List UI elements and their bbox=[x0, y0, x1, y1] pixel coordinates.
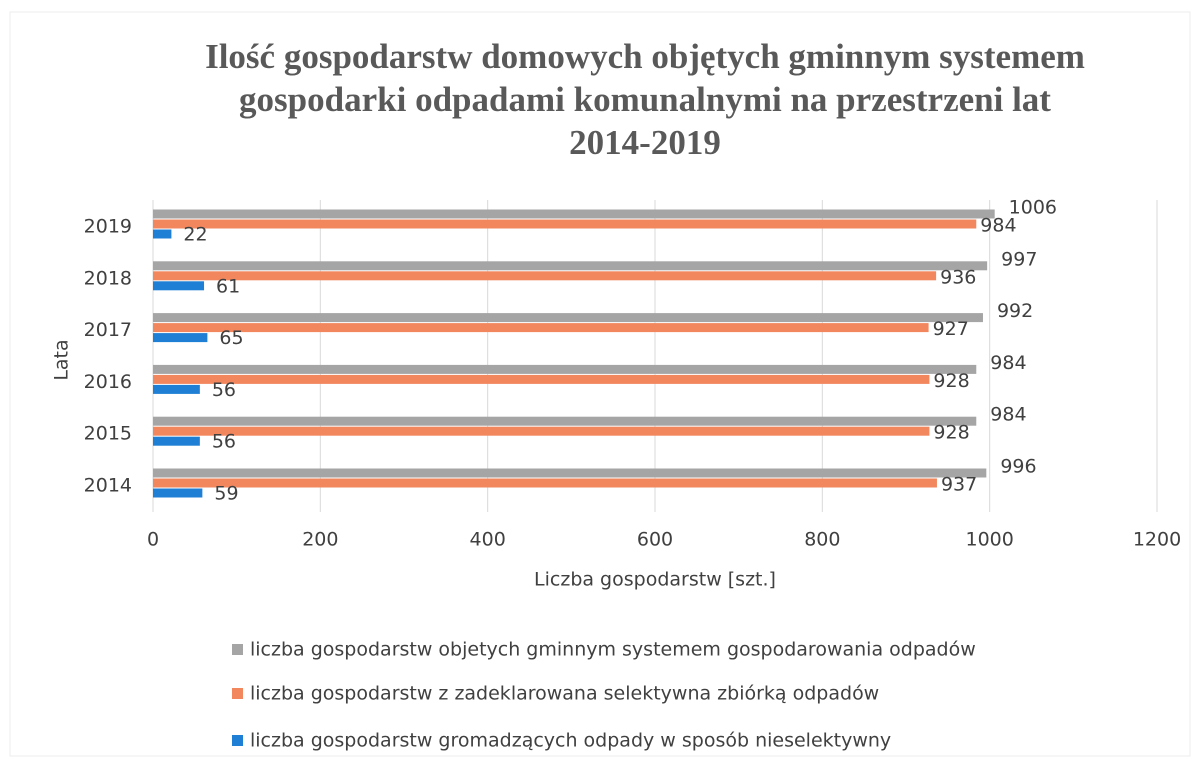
data-label: 937 bbox=[941, 474, 977, 496]
data-label: 928 bbox=[933, 422, 969, 444]
bar bbox=[153, 364, 977, 374]
y-tick-label: 2017 bbox=[84, 319, 132, 341]
data-label: 984 bbox=[990, 404, 1026, 426]
legend-label: liczba gospodarstw z zadeklarowana selek… bbox=[250, 683, 879, 705]
data-label: 984 bbox=[990, 352, 1026, 374]
x-tick-label: 600 bbox=[637, 529, 673, 551]
bar bbox=[153, 384, 200, 394]
bar bbox=[153, 313, 983, 323]
data-label: 1006 bbox=[1009, 197, 1057, 219]
bar bbox=[153, 488, 203, 498]
x-tick-label: 0 bbox=[147, 529, 159, 551]
bar bbox=[153, 209, 995, 219]
bar bbox=[153, 426, 930, 436]
x-axis-label: Liczba gospodarstw [szt.] bbox=[534, 569, 776, 591]
y-tick-label: 2019 bbox=[84, 216, 132, 238]
y-axis-label: Lata bbox=[51, 339, 73, 380]
x-tick-label: 800 bbox=[804, 529, 840, 551]
bar bbox=[153, 436, 200, 446]
bar bbox=[153, 374, 930, 384]
data-label: 997 bbox=[1001, 248, 1037, 270]
data-label: 992 bbox=[997, 300, 1033, 322]
bar bbox=[153, 261, 988, 271]
legend-label: liczba gospodarstw gromadzących odpady w… bbox=[250, 730, 891, 752]
bar bbox=[153, 229, 172, 239]
legend-swatch bbox=[232, 644, 243, 655]
bar bbox=[153, 468, 987, 478]
chart-title: Ilość gospodarstw domowych objętych gmin… bbox=[205, 37, 1085, 76]
data-label: 927 bbox=[933, 318, 969, 340]
y-tick-label: 2014 bbox=[84, 475, 132, 497]
data-label: 996 bbox=[1000, 456, 1036, 478]
x-tick-label: 1000 bbox=[965, 529, 1013, 551]
legend-label: liczba gospodarstw objetych gminnym syst… bbox=[250, 639, 976, 661]
bar bbox=[153, 333, 208, 343]
y-tick-label: 2018 bbox=[84, 267, 132, 289]
y-tick-label: 2015 bbox=[84, 423, 132, 445]
bar bbox=[153, 478, 937, 488]
chart-title: 2014-2019 bbox=[569, 123, 721, 162]
data-label: 984 bbox=[980, 215, 1016, 237]
x-tick-label: 1200 bbox=[1133, 529, 1181, 551]
data-label: 56 bbox=[212, 379, 236, 401]
legend-swatch bbox=[232, 688, 243, 699]
bar bbox=[153, 416, 977, 426]
bar bbox=[153, 281, 205, 291]
bar bbox=[153, 271, 937, 281]
data-label: 65 bbox=[219, 327, 243, 349]
data-label: 928 bbox=[933, 370, 969, 392]
x-tick-label: 400 bbox=[470, 529, 506, 551]
data-label: 61 bbox=[216, 275, 240, 297]
data-label: 936 bbox=[940, 266, 976, 288]
legend-swatch bbox=[232, 735, 243, 746]
bar bbox=[153, 323, 929, 333]
data-label: 56 bbox=[212, 431, 236, 453]
y-tick-label: 2016 bbox=[84, 371, 132, 393]
chart-title: gospodarki odpadami komunalnymi na przes… bbox=[239, 80, 1051, 119]
chart-frame bbox=[9, 11, 1191, 757]
data-label: 59 bbox=[214, 483, 238, 505]
data-label: 22 bbox=[183, 224, 207, 246]
bar bbox=[153, 219, 977, 229]
x-tick-label: 200 bbox=[302, 529, 338, 551]
